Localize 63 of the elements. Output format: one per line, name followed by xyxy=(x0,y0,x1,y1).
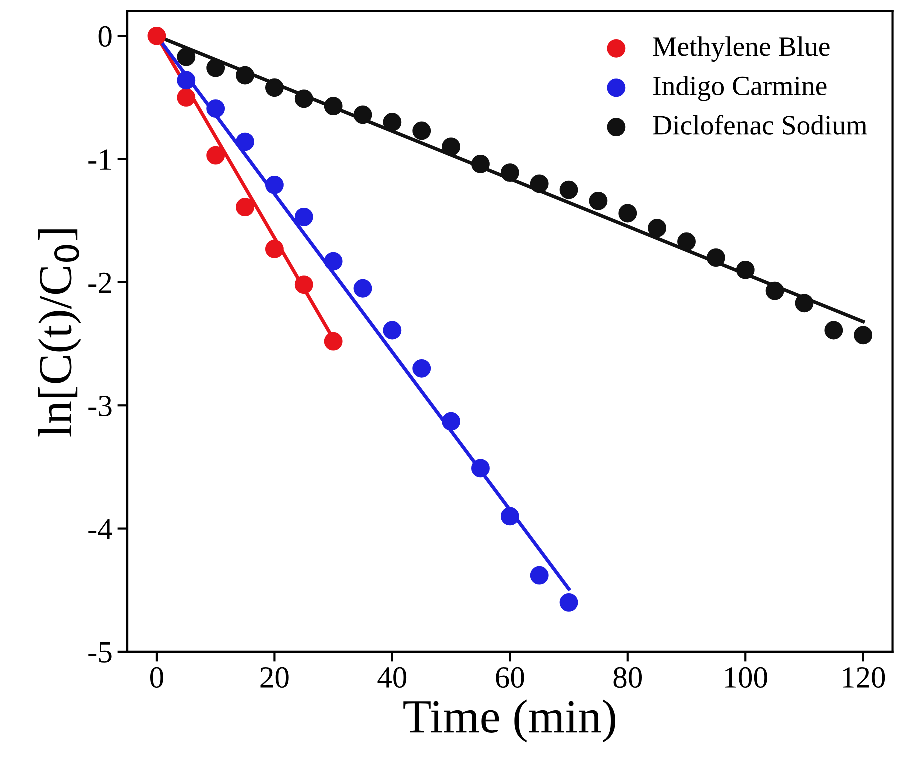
point xyxy=(736,260,755,280)
legend-label: Diclofenac Sodium xyxy=(653,115,868,135)
point xyxy=(354,279,372,298)
point xyxy=(383,113,402,132)
x-axis-title: Time (min) xyxy=(404,700,616,743)
point xyxy=(530,566,549,585)
point xyxy=(706,248,726,268)
point xyxy=(148,26,166,46)
point xyxy=(324,252,343,271)
point xyxy=(824,321,844,340)
point xyxy=(412,122,432,140)
point xyxy=(206,58,226,78)
point xyxy=(442,138,460,156)
legend-label: Methylene Blue xyxy=(653,36,830,62)
x-tick-label: 40 xyxy=(378,667,407,688)
point xyxy=(678,232,696,252)
point xyxy=(177,71,196,90)
point xyxy=(324,97,343,116)
point xyxy=(206,100,226,118)
point xyxy=(354,106,372,124)
point xyxy=(294,276,314,294)
point xyxy=(500,164,520,182)
x-tick-label: 80 xyxy=(614,667,642,688)
point xyxy=(618,204,638,223)
x-tick-label: 100 xyxy=(725,667,768,688)
point xyxy=(648,219,667,238)
y-tick-label: -1 xyxy=(88,150,112,170)
point xyxy=(236,132,254,152)
y-tick-label: -3 xyxy=(88,396,112,417)
point xyxy=(294,208,314,226)
x-tick-label: 20 xyxy=(260,667,289,688)
point xyxy=(854,326,873,345)
y-tick-label: -2 xyxy=(88,272,112,294)
x-tick-label: 0 xyxy=(150,667,164,688)
point xyxy=(589,192,608,210)
point xyxy=(236,66,254,85)
point xyxy=(472,459,490,478)
point xyxy=(766,282,784,300)
point xyxy=(412,359,432,378)
legend-label: Indigo Carmine xyxy=(654,76,827,102)
point xyxy=(500,507,520,526)
point xyxy=(266,176,284,194)
x-tick-label: 60 xyxy=(496,667,524,688)
point xyxy=(266,240,284,258)
x-tick-label: 120 xyxy=(843,667,886,688)
point xyxy=(383,321,402,340)
point xyxy=(177,48,196,66)
point xyxy=(206,146,226,165)
point xyxy=(560,593,578,612)
point xyxy=(294,90,314,108)
y-tick-label: -5 xyxy=(88,642,112,663)
y-tick-label: 0 xyxy=(98,26,112,48)
point xyxy=(236,198,254,217)
point xyxy=(795,294,814,313)
y-axis-title: ln[C(t)/C$_{0}$] xyxy=(38,230,82,437)
point xyxy=(560,180,578,200)
y-tick-label: -4 xyxy=(88,519,112,540)
point xyxy=(530,174,549,194)
point xyxy=(324,332,343,351)
point xyxy=(442,412,460,431)
point xyxy=(177,88,196,107)
point xyxy=(472,155,490,174)
point xyxy=(266,78,284,98)
